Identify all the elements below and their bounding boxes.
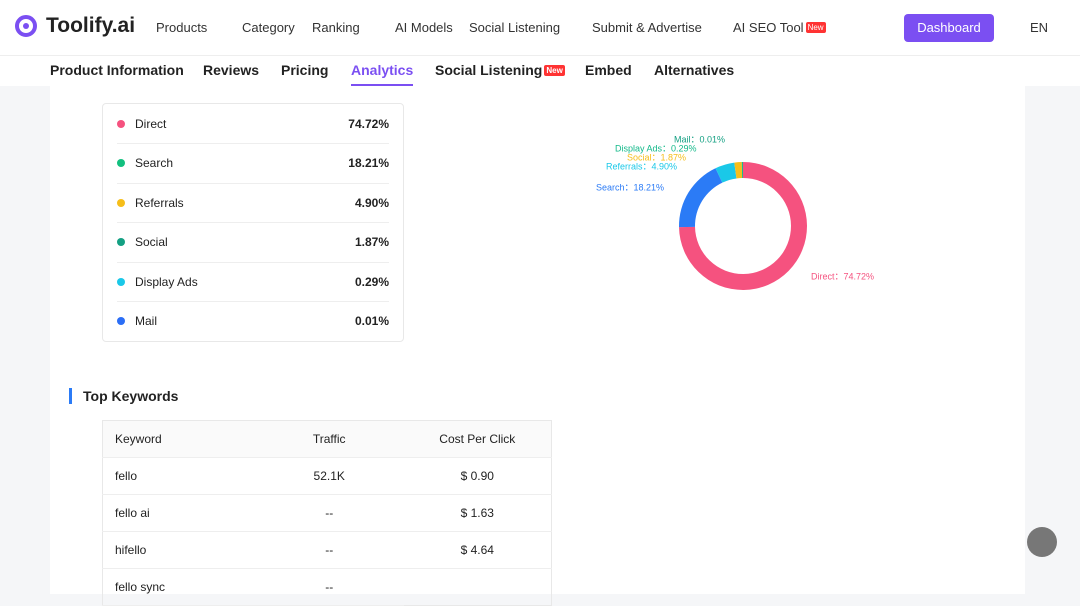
table-cell: $ 1.63 xyxy=(404,495,552,532)
section-title: Top Keywords xyxy=(69,388,178,404)
slice-label: Referrals：4.90% xyxy=(606,161,677,171)
slice-label: Mail：0.01% xyxy=(674,134,725,144)
table-cell: $ 0.90 xyxy=(404,458,552,495)
table-cell: hifello xyxy=(103,532,255,569)
table-cell: -- xyxy=(255,532,404,569)
table-row: hifello--$ 4.64 xyxy=(103,532,552,569)
scroll-top-button[interactable] xyxy=(1027,527,1057,557)
table-cell: fello ai xyxy=(103,495,255,532)
slice-label: Search：18.21% xyxy=(596,182,664,192)
column-header: Cost Per Click xyxy=(404,421,552,458)
slice-label: Display Ads：0.29% xyxy=(615,143,697,153)
column-header: Traffic xyxy=(255,421,404,458)
table-cell: -- xyxy=(255,495,404,532)
slice-label: Direct：74.72% xyxy=(811,271,874,281)
table-row: fello sync-- xyxy=(103,569,552,606)
table-cell: fello sync xyxy=(103,569,255,606)
slice-label: Social：1.87% xyxy=(627,152,686,162)
table-cell: fello xyxy=(103,458,255,495)
table-cell: $ 4.64 xyxy=(404,532,552,569)
donut-slice xyxy=(679,168,722,227)
table-cell: -- xyxy=(255,569,404,606)
table-cell: 52.1K xyxy=(255,458,404,495)
column-header: Keyword xyxy=(103,421,255,458)
table-row: fello ai--$ 1.63 xyxy=(103,495,552,532)
